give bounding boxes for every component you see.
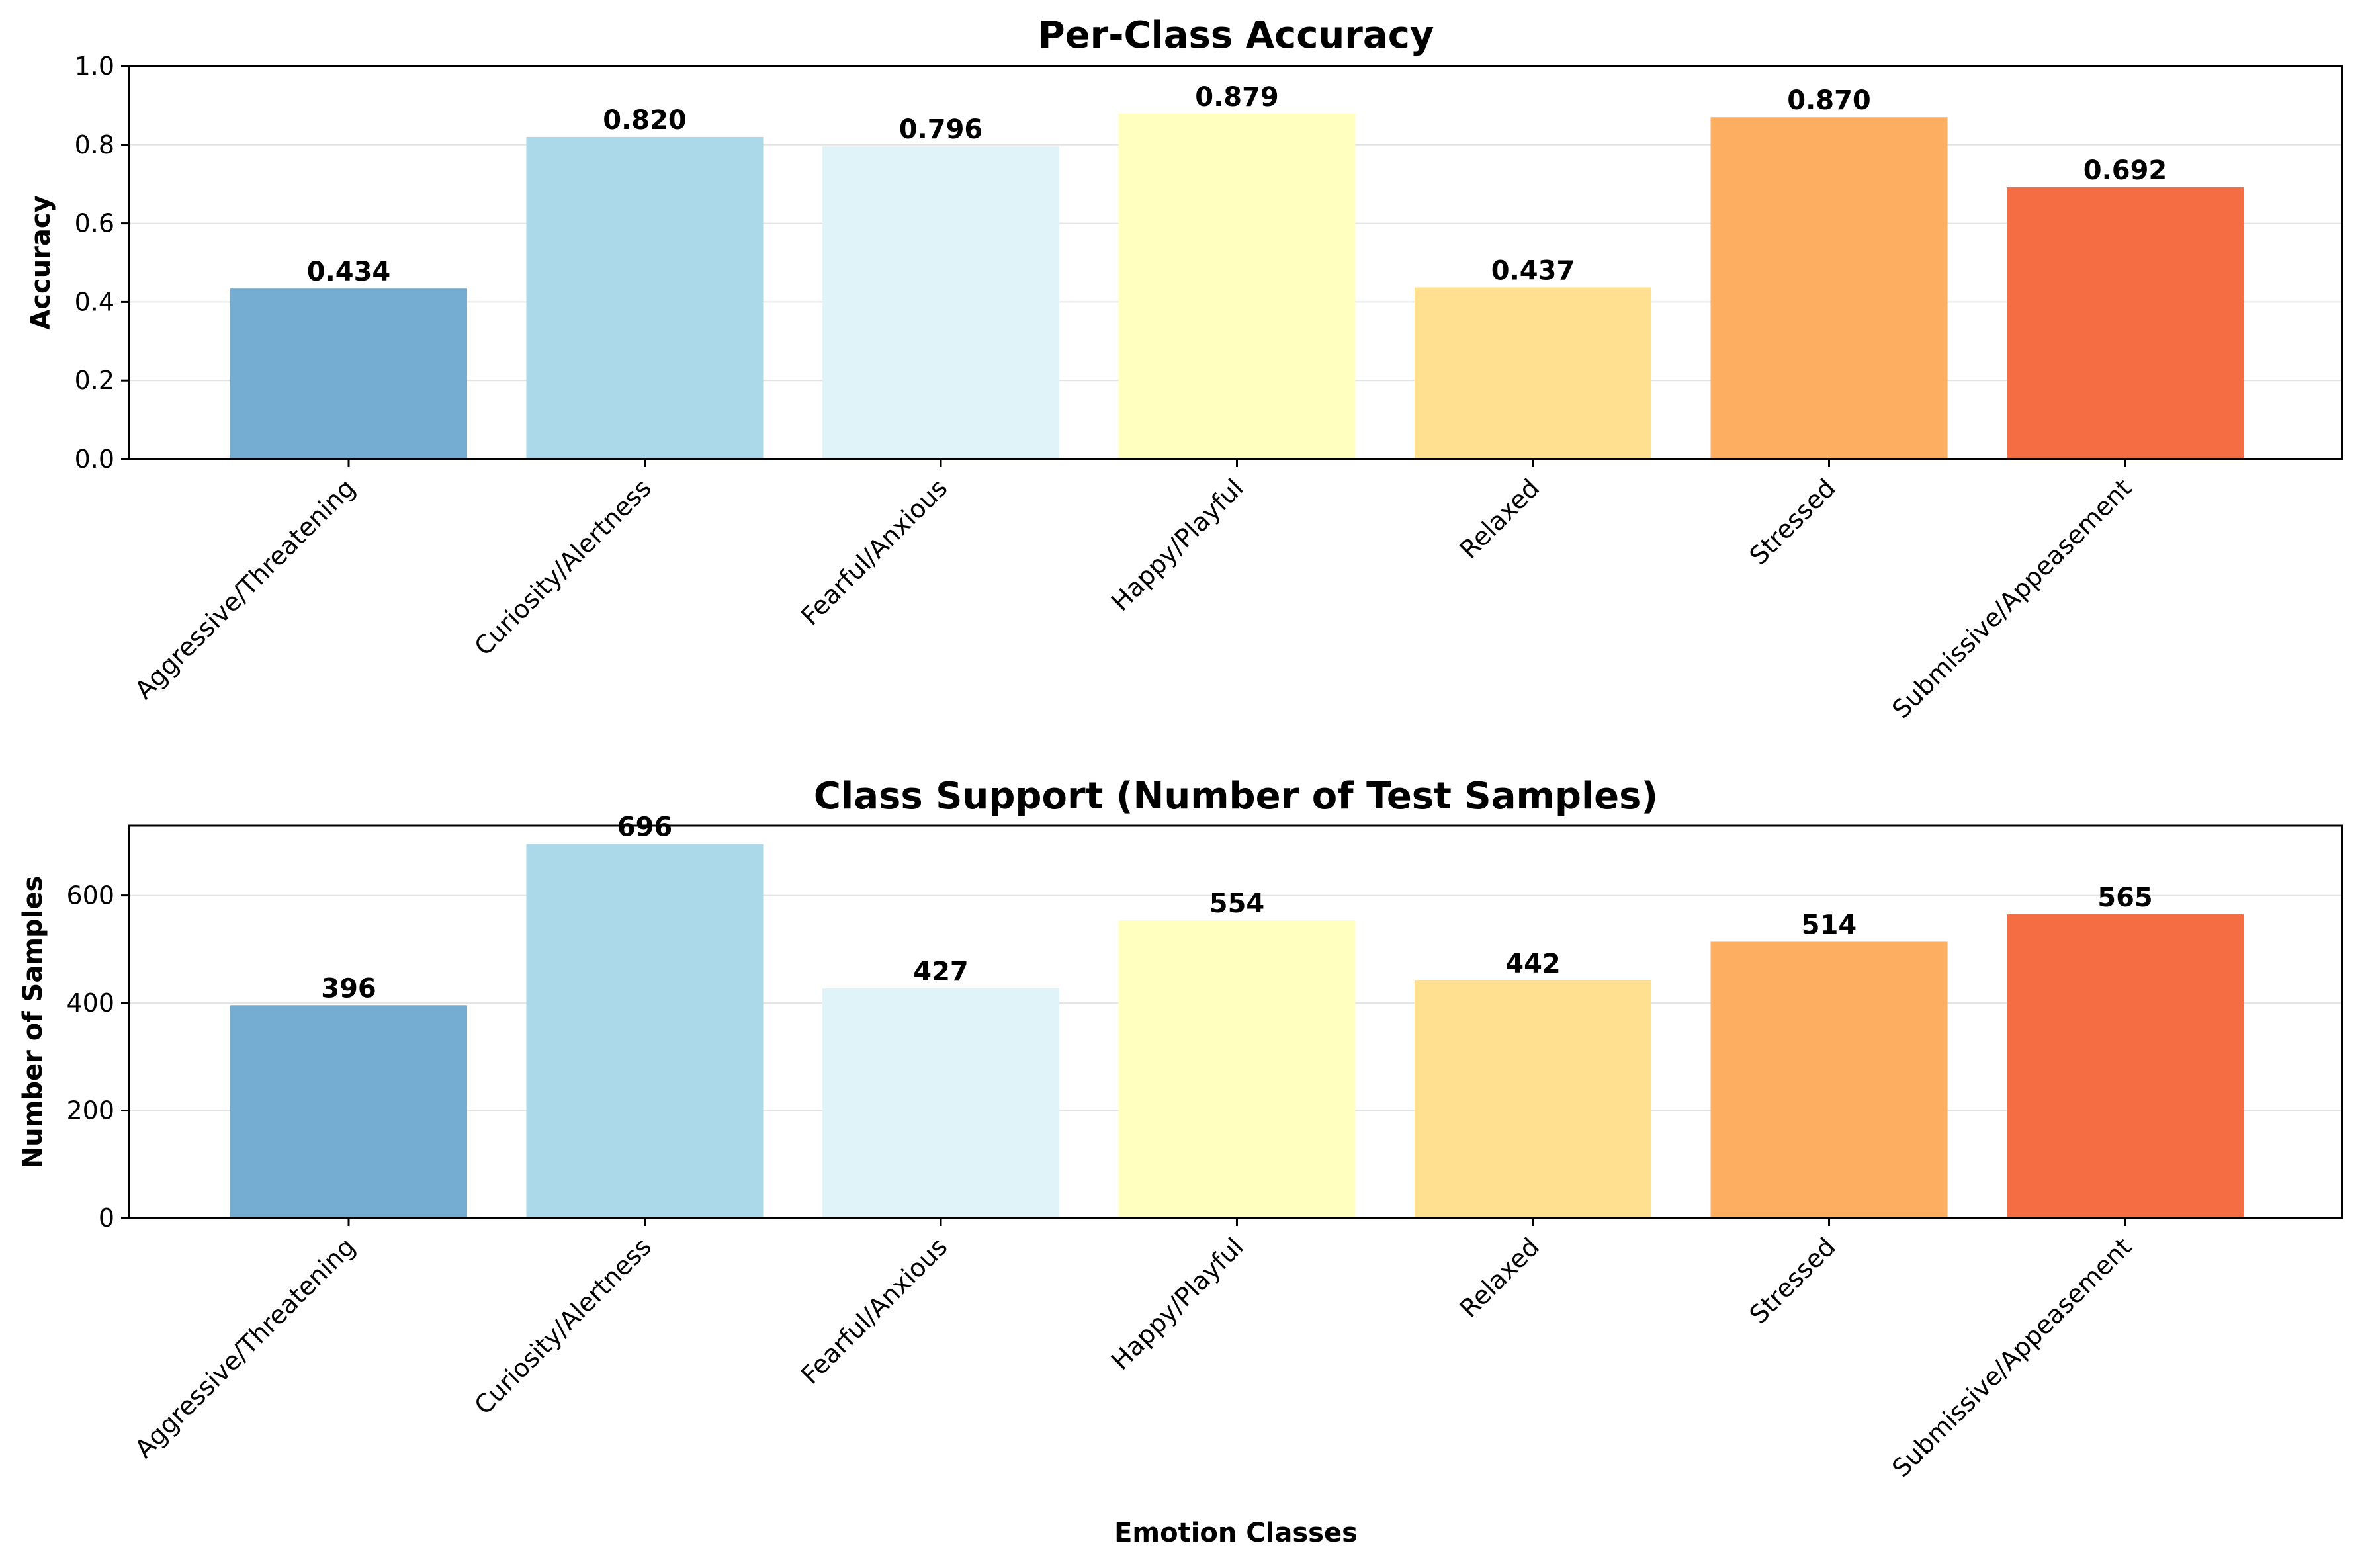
accuracy-bar — [526, 136, 764, 460]
accuracy-y-ticks: 0.0 0.2 0.4 0.6 0.8 1.0 — [75, 52, 129, 474]
accuracy-x-ticks: Aggressive/Threatening Curiosity/Alertnes… — [129, 459, 2137, 724]
accuracy-bar-value-label: 0.870 — [1787, 85, 1871, 116]
support-bar-value-label: 514 — [1802, 910, 1857, 940]
accuracy-y-tick-label: 0.2 — [75, 366, 114, 395]
support-chart-title: Class Support (Number of Test Samples) — [814, 775, 1658, 818]
support-bar-value-label: 427 — [913, 957, 969, 987]
accuracy-x-tick-label: Aggressive/Threatening — [129, 473, 361, 705]
accuracy-bar — [1710, 117, 1948, 460]
support-y-axis-label: Number of Samples — [18, 876, 48, 1169]
accuracy-bar-value-label: 0.879 — [1195, 82, 1279, 112]
accuracy-bar-value-label: 0.434 — [307, 257, 391, 287]
support-bar — [526, 844, 764, 1218]
accuracy-bar — [1415, 287, 1651, 459]
support-bar-value-label: 554 — [1209, 889, 1265, 919]
support-bars — [230, 844, 2244, 1218]
support-bar — [1415, 980, 1651, 1218]
support-x-tick-label: Submissive/Appeasement — [1886, 1232, 2137, 1483]
support-bar — [2007, 914, 2244, 1218]
accuracy-bar-labels: 0.434 0.820 0.796 0.879 0.437 0.870 0.692 — [307, 82, 2167, 287]
accuracy-x-tick-label: Curiosity/Alertness — [469, 473, 657, 661]
support-x-axis-label: Emotion Classes — [1114, 1518, 1358, 1548]
support-bar-value-label: 442 — [1505, 949, 1561, 979]
support-x-tick-label: Relaxed — [1454, 1232, 1546, 1323]
accuracy-x-tick-label: Happy/Playful — [1106, 473, 1249, 617]
accuracy-y-tick-label: 0.0 — [75, 445, 114, 474]
accuracy-y-tick-label: 0.6 — [75, 209, 114, 238]
support-bar — [822, 988, 1059, 1218]
accuracy-y-tick-label: 1.0 — [75, 52, 114, 81]
support-plot-frame — [128, 824, 2343, 1219]
accuracy-x-tick-label: Submissive/Appeasement — [1886, 473, 2137, 724]
accuracy-x-tick-label: Relaxed — [1454, 473, 1546, 564]
support-x-tick-label: Stressed — [1744, 1232, 1841, 1329]
accuracy-x-tick-label: Stressed — [1744, 473, 1841, 570]
support-y-tick-label: 400 — [66, 988, 114, 1018]
accuracy-bar — [1118, 113, 1356, 459]
support-y-tick-label: 600 — [66, 881, 114, 910]
accuracy-y-axis-label: Accuracy — [26, 195, 56, 329]
accuracy-bar-value-label: 0.437 — [1491, 255, 1575, 286]
accuracy-chart-title: Per-Class Accuracy — [1038, 14, 1434, 57]
support-x-tick-label: Fearful/Anxious — [795, 1232, 953, 1389]
support-y-ticks: 0 200 400 600 — [66, 881, 129, 1233]
support-y-tick-label: 0 — [99, 1203, 114, 1233]
accuracy-bar-value-label: 0.820 — [603, 105, 687, 136]
accuracy-bar — [2007, 187, 2244, 459]
support-bar — [230, 1005, 467, 1218]
support-bar-value-label: 696 — [617, 812, 673, 843]
support-x-ticks: Aggressive/Threatening Curiosity/Alertnes… — [129, 1218, 2137, 1483]
support-bar — [1118, 920, 1356, 1218]
support-x-tick-label: Aggressive/Threatening — [129, 1232, 361, 1463]
support-chart: Class Support (Number of Test Samples) N… — [18, 775, 2343, 1548]
accuracy-bar — [822, 146, 1059, 459]
support-bar — [1710, 941, 1948, 1218]
accuracy-y-tick-label: 0.4 — [75, 287, 114, 316]
support-bar-value-label: 396 — [321, 973, 376, 1004]
accuracy-plot-frame — [128, 65, 2343, 460]
accuracy-bar-value-label: 0.692 — [2083, 155, 2167, 186]
support-y-tick-label: 200 — [66, 1096, 114, 1125]
support-bar-labels: 396 696 427 554 442 514 565 — [321, 812, 2153, 1004]
accuracy-y-tick-label: 0.8 — [75, 130, 114, 159]
support-bar-value-label: 565 — [2097, 883, 2153, 913]
accuracy-bar — [230, 288, 467, 459]
accuracy-x-tick-label: Fearful/Anxious — [795, 473, 953, 631]
accuracy-bars — [230, 113, 2244, 460]
accuracy-bar-value-label: 0.796 — [899, 114, 983, 145]
support-x-tick-label: Curiosity/Alertness — [469, 1232, 657, 1420]
support-x-tick-label: Happy/Playful — [1106, 1232, 1249, 1375]
